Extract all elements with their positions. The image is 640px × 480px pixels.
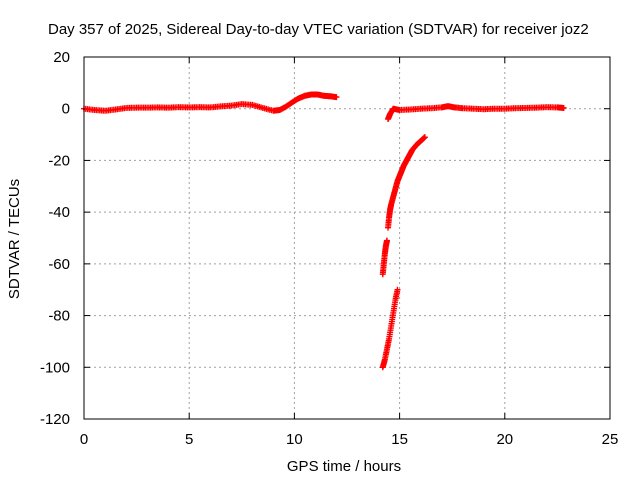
data-point	[383, 237, 390, 244]
data-point	[560, 104, 567, 111]
y-tick-label: -100	[40, 359, 70, 376]
series-4	[385, 103, 567, 123]
chart-title: Day 357 of 2025, Sidereal Day-to-day VTE…	[48, 21, 589, 38]
y-axis-label: SDTVAR / TECUs	[6, 179, 23, 299]
y-tick-label: -60	[48, 256, 70, 273]
x-tick-label: 0	[80, 431, 88, 448]
x-tick-label: 15	[391, 431, 408, 448]
plot-frame	[83, 56, 611, 420]
ticks: 0 5 10 15 20 25 -120 -100 -80 -60 -40 -20 0 20	[40, 49, 618, 448]
y-tick-label: -40	[48, 204, 70, 221]
x-axis-label: GPS time / hours	[287, 458, 401, 475]
data-points	[81, 91, 567, 371]
y-tick-label: -20	[48, 152, 70, 169]
data-point	[421, 134, 428, 141]
x-tick-label: 10	[286, 431, 303, 448]
series-3	[385, 134, 428, 231]
data-point	[394, 286, 401, 293]
x-tick-label: 5	[185, 431, 193, 448]
y-tick-label: -80	[48, 308, 70, 325]
data-point	[333, 94, 340, 101]
y-tick-label: 0	[62, 101, 70, 118]
x-tick-label: 20	[496, 431, 513, 448]
series-2	[379, 286, 401, 371]
y-tick-label: 20	[53, 49, 70, 66]
x-tick-label: 25	[602, 431, 619, 448]
y-tick-label: -120	[40, 411, 70, 428]
series-1	[379, 237, 390, 278]
grid	[84, 57, 610, 419]
series-0	[81, 91, 340, 114]
